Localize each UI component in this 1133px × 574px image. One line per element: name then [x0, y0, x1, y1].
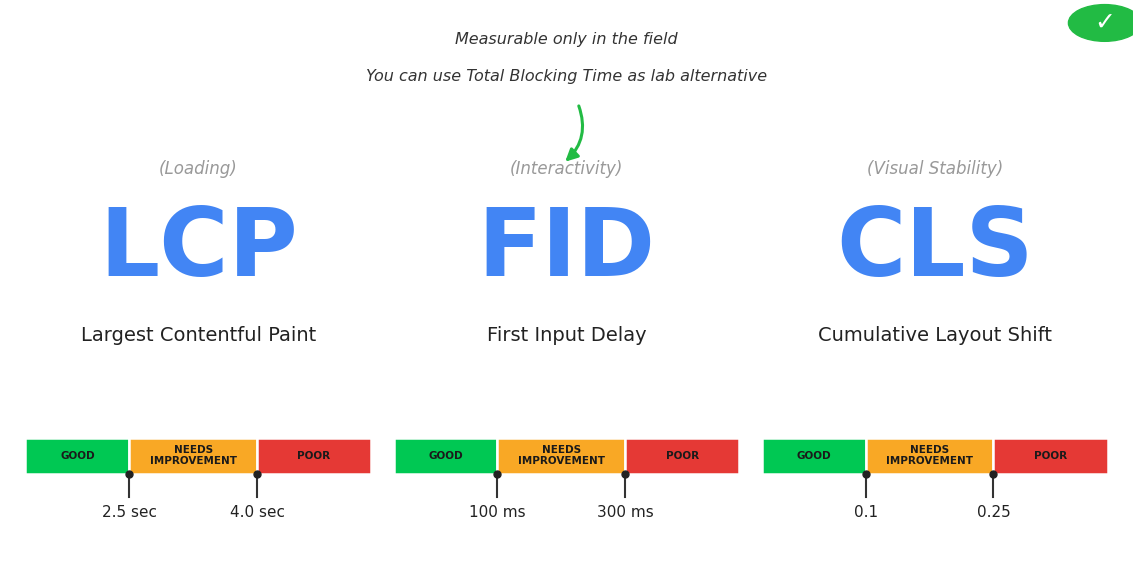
Text: (Interactivity): (Interactivity) [510, 160, 623, 179]
Text: 100 ms: 100 ms [469, 505, 526, 520]
Bar [394, 438, 497, 474]
Text: 2.5 sec: 2.5 sec [102, 505, 156, 520]
Text: POOR: POOR [666, 451, 699, 461]
Bar [761, 438, 866, 474]
Bar [497, 438, 625, 474]
Text: 0.1: 0.1 [853, 505, 878, 520]
Text: (Visual Stability): (Visual Stability) [867, 160, 1003, 179]
Text: NEEDS
IMPROVEMENT: NEEDS IMPROVEMENT [150, 445, 237, 466]
Text: CLS: CLS [836, 204, 1033, 296]
Circle shape [1068, 5, 1133, 41]
Text: GOOD: GOOD [428, 451, 463, 461]
Text: 300 ms: 300 ms [597, 505, 654, 520]
Text: NEEDS
IMPROVEMENT: NEEDS IMPROVEMENT [886, 445, 973, 466]
Bar [129, 438, 257, 474]
Text: ✓: ✓ [1094, 11, 1115, 35]
Text: (Loading): (Loading) [159, 160, 238, 179]
Text: Cumulative Layout Shift: Cumulative Layout Shift [818, 326, 1051, 346]
Text: GOOD: GOOD [796, 451, 832, 461]
Text: POOR: POOR [298, 451, 331, 461]
Bar [257, 438, 372, 474]
Text: FID: FID [477, 204, 656, 296]
Bar [625, 438, 740, 474]
Bar [994, 438, 1107, 474]
Text: LCP: LCP [99, 204, 298, 296]
Text: Measurable only in the field: Measurable only in the field [455, 32, 678, 46]
Text: POOR: POOR [1034, 451, 1067, 461]
Bar [866, 438, 994, 474]
Bar [25, 438, 129, 474]
Text: You can use Total Blocking Time as lab alternative: You can use Total Blocking Time as lab a… [366, 69, 767, 84]
Text: NEEDS
IMPROVEMENT: NEEDS IMPROVEMENT [518, 445, 605, 466]
Text: 0.25: 0.25 [977, 505, 1011, 520]
Text: Largest Contentful Paint: Largest Contentful Paint [80, 326, 316, 346]
Text: 4.0 sec: 4.0 sec [230, 505, 284, 520]
Text: GOOD: GOOD [60, 451, 95, 461]
Text: First Input Delay: First Input Delay [487, 326, 646, 346]
